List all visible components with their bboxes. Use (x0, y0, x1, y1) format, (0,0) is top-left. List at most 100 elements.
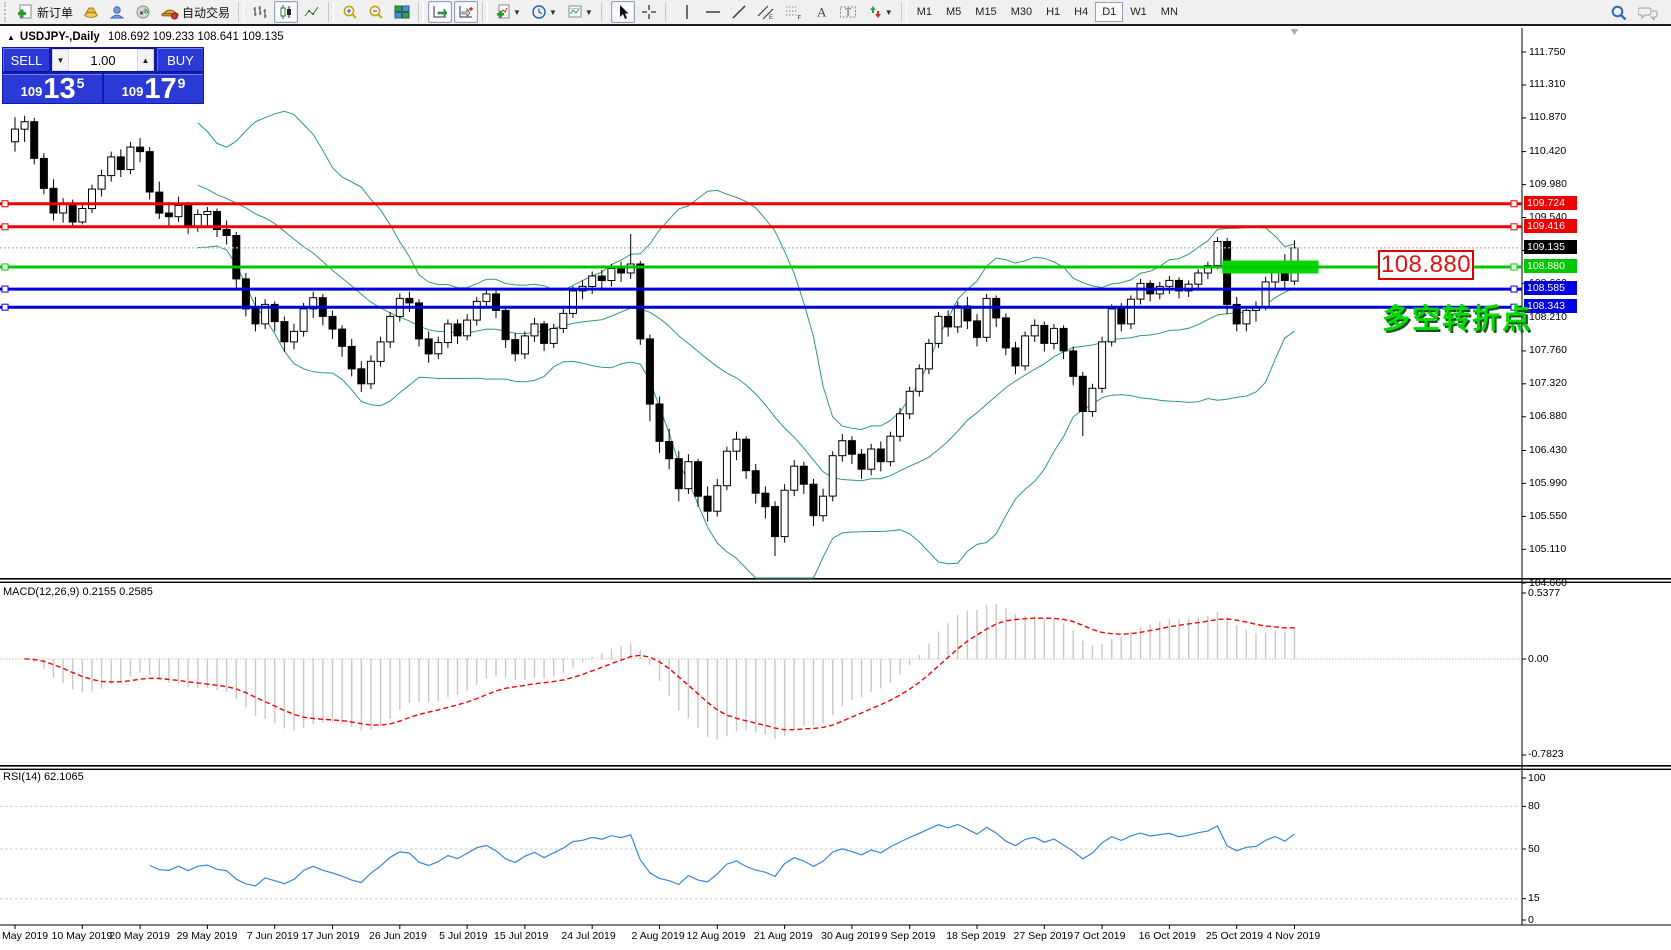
fibonacci-button[interactable]: F (781, 1, 807, 23)
buy-button[interactable]: BUY (157, 48, 203, 72)
template-icon (568, 5, 582, 18)
periods-button[interactable]: ▼ (527, 1, 561, 23)
toolbar-right-group (1605, 2, 1663, 24)
crosshair-button[interactable] (637, 1, 661, 23)
equidistant-channel-button[interactable]: E (753, 1, 779, 23)
search-button[interactable] (1606, 2, 1632, 24)
sell-price-pips: 13 (43, 73, 76, 105)
signal-icon (136, 5, 150, 19)
chart-shift-button[interactable] (454, 1, 479, 23)
auto-scroll-button[interactable] (428, 1, 453, 23)
bar-chart-icon (253, 6, 267, 18)
buy-price[interactable]: 109 17 9 (104, 73, 203, 105)
line-chart-icon (304, 6, 319, 17)
buy-price-handle: 109 (121, 84, 144, 99)
bar-chart-button[interactable] (248, 1, 272, 23)
tab-timeframe-m30[interactable]: M30 (1010, 6, 1033, 18)
gold-icon (84, 7, 98, 18)
buy-price-pips: 17 (144, 73, 177, 105)
candlestick-chart-button[interactable] (274, 1, 299, 23)
tile-windows-icon (394, 5, 410, 19)
trade-panel-controls: SELL ▼ ▲ BUY (3, 48, 203, 72)
dropdown-caret-icon: ▼ (884, 7, 893, 17)
indicators-icon (497, 4, 510, 19)
volume-input[interactable] (69, 49, 137, 71)
sell-price-handle: 109 (20, 84, 43, 99)
indicators-button[interactable]: ▼ (492, 1, 525, 23)
cursor-button[interactable] (610, 1, 635, 23)
sell-price[interactable]: 109 13 5 (3, 73, 102, 105)
toolbar-separator (664, 2, 671, 22)
volume-decrease-button[interactable]: ▼ (52, 49, 69, 71)
zoom-out-button[interactable] (364, 1, 388, 23)
trendline-icon (732, 5, 746, 19)
templates-button[interactable]: ▼ (563, 1, 597, 23)
sell-price-point: 5 (76, 75, 85, 91)
horizontal-line-icon (705, 11, 720, 13)
tab-timeframe-w1[interactable]: W1 (1130, 6, 1147, 18)
autotrading-button[interactable]: 自动交易 (157, 1, 234, 23)
tab-timeframe-m15[interactable]: M15 (975, 6, 997, 18)
profile-button[interactable] (105, 1, 129, 23)
zoom-out-icon (369, 5, 383, 19)
turning-point-annotation[interactable]: 多空转折点 (1382, 303, 1533, 334)
price-annotation-box[interactable]: 108.880 (1378, 250, 1474, 280)
vertical-line-icon (686, 5, 688, 19)
dropdown-caret-icon: ▼ (584, 7, 593, 17)
chart-ohlc-readout: 108.692 109.233 108.641 109.135 (107, 31, 284, 43)
main-toolbar: 新订单 (0, 0, 1671, 26)
volume-increase-button[interactable]: ▲ (137, 49, 154, 71)
tab-timeframe-mn[interactable]: MN (1160, 6, 1178, 18)
cursor-icon (619, 5, 629, 19)
toolbar-separator (238, 2, 245, 22)
toolbar-grip (4, 2, 10, 22)
new-order-button[interactable]: 新订单 (13, 1, 77, 23)
autotrading-icon (161, 9, 179, 20)
chat-icon (1638, 7, 1658, 21)
dropdown-caret-icon: ▼ (548, 7, 557, 17)
profile-icon (109, 6, 125, 19)
chart-header: ▲ USDJPY-,Daily 108.692 109.233 108.641 … (7, 31, 284, 43)
text-button[interactable]: A (809, 1, 833, 23)
zoom-in-button[interactable] (338, 1, 362, 23)
svg-text:E: E (769, 15, 773, 20)
channel-icon: E (757, 5, 774, 20)
svg-text:T: T (845, 8, 851, 19)
toolbar-separator (900, 2, 907, 22)
one-click-trading-panel: SELL ▼ ▲ BUY 109 13 5 109 17 9 (2, 47, 204, 104)
collapse-arrow-icon[interactable]: ▲ (7, 32, 15, 42)
tile-windows-button[interactable] (390, 1, 414, 23)
toolbar-separator (328, 2, 335, 22)
fibonacci-icon: F (785, 6, 801, 21)
vertical-line-button[interactable] (675, 1, 699, 23)
favorites-button[interactable] (79, 1, 103, 23)
clock-icon (532, 5, 546, 19)
chart-shift-icon (459, 6, 474, 18)
crosshair-icon (641, 5, 656, 19)
svg-text:F: F (797, 16, 801, 21)
buy-price-point: 9 (177, 75, 186, 91)
arrows-button[interactable]: ▼ (863, 1, 897, 23)
new-order-label: 新订单 (37, 5, 74, 20)
line-chart-button[interactable] (300, 1, 324, 23)
chart-title: USDJPY-,Daily (19, 31, 100, 43)
tab-timeframe-m5[interactable]: M5 (946, 6, 962, 18)
text-icon: A (817, 5, 827, 20)
tab-timeframe-h1[interactable]: H1 (1046, 6, 1061, 18)
tab-timeframe-m1[interactable]: M1 (916, 6, 932, 18)
horizontal-line-button[interactable] (701, 1, 725, 23)
autotrading-label: 自动交易 (182, 5, 231, 20)
chart-window[interactable] (0, 28, 1671, 950)
sell-button[interactable]: SELL (3, 48, 49, 72)
tab-timeframe-h4[interactable]: H4 (1074, 6, 1089, 18)
toolbar-separator (418, 2, 425, 22)
tab-timeframe-d1[interactable]: D1 (1095, 2, 1124, 22)
trendline-button[interactable] (727, 1, 751, 23)
chat-button[interactable] (1634, 2, 1662, 24)
arrows-icon (869, 6, 881, 18)
new-order-icon (18, 4, 32, 19)
signals-button[interactable] (131, 1, 155, 23)
rsi-indicator-label: RSI(14) 62.1065 (3, 771, 84, 783)
text-label-button[interactable]: T (835, 1, 861, 23)
